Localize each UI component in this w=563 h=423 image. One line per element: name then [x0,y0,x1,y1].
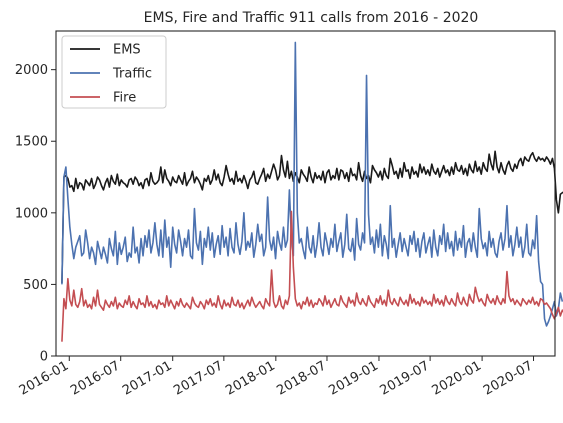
legend-label-ems: EMS [113,43,141,58]
legend: EMS Traffic Fire [61,35,167,109]
x-tick-label: 2019-01 [326,358,381,398]
x-tick-label: 2020-01 [430,358,485,398]
series-line-ems [61,150,563,283]
y-tick-label: 500 [23,278,48,293]
plot-frame [55,30,556,357]
series-layer [61,41,563,342]
legend-label-fire: Fire [113,91,136,106]
x-tick-label: 2018-01 [223,358,278,398]
x-tick-label: 2017-07 [171,358,226,398]
x-tick-label: 2018-07 [274,358,329,398]
series-line-fire [61,210,563,342]
legend-box [61,35,167,109]
chart-title: EMS, Fire and Traffic 911 calls from 201… [144,10,479,26]
x-tick-label: 2019-07 [378,358,433,398]
x-tick-label: 2020-07 [481,358,536,398]
y-tick-label: 2000 [15,63,48,78]
x-tick-label: 2017-01 [120,358,175,398]
series-line-traffic [61,41,563,327]
y-tick-label: 1000 [15,206,48,221]
legend-label-traffic: Traffic [112,67,152,82]
plot-area [55,30,563,357]
y-tick-label: 1500 [15,135,48,150]
y-tick-label: 0 [40,350,48,365]
y-axis: 0 500 1000 1500 2000 [15,63,56,365]
x-tick-label: 2016-07 [68,358,123,398]
x-axis: 2016-012016-072017-012017-072018-012018-… [17,356,536,399]
